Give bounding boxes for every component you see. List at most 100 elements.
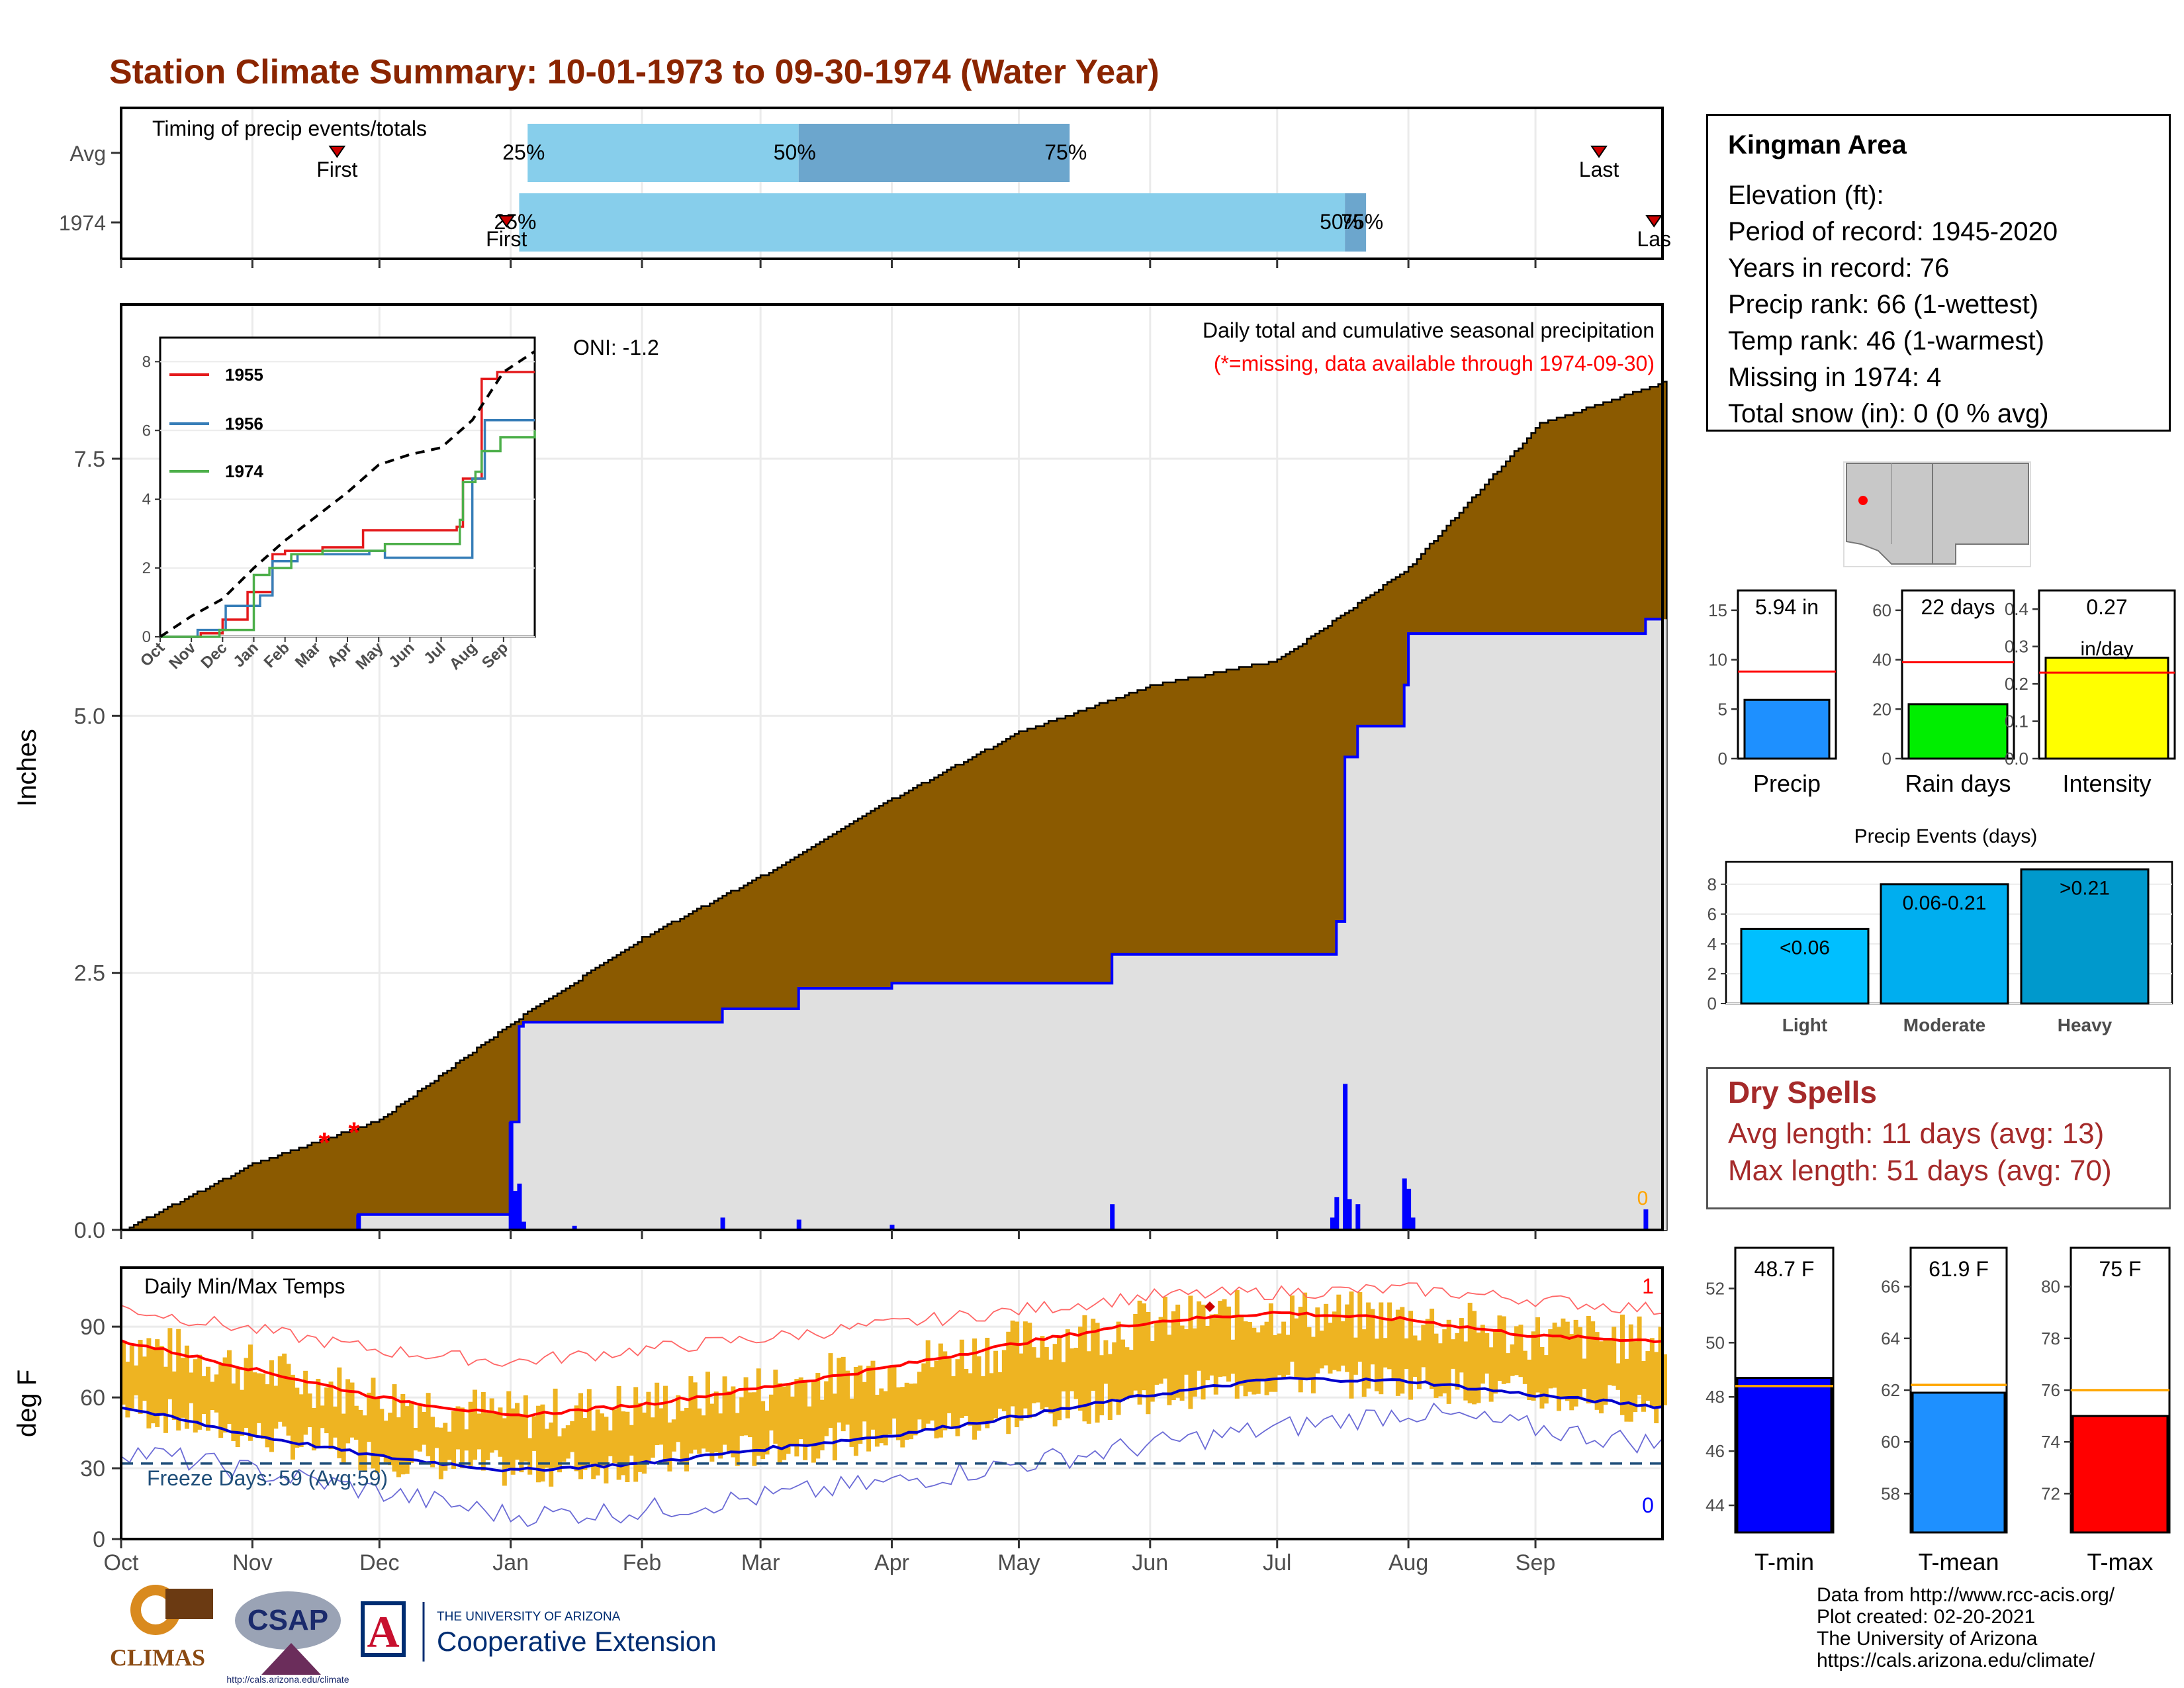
daily-temp-range-bar xyxy=(891,1365,897,1419)
daily-temp-range-bar xyxy=(972,1338,978,1440)
daily-temp-range-bar xyxy=(184,1345,189,1429)
legend-label: 1956 xyxy=(225,414,263,434)
daily-temp-range-bar xyxy=(841,1356,846,1432)
daily-temp-range-bar xyxy=(798,1377,803,1440)
daily-temp-range-bar xyxy=(1197,1301,1202,1371)
daily-precip-bar xyxy=(1347,1199,1352,1230)
events-title: Precip Events (days) xyxy=(1854,825,2038,847)
daily-temp-range-bar xyxy=(1493,1330,1498,1394)
daily-temp-range-bar xyxy=(1001,1350,1007,1411)
record-min-line xyxy=(120,1402,1663,1528)
daily-temp-range-bar xyxy=(1404,1338,1409,1369)
normal-max-line xyxy=(120,1311,1663,1418)
daily-temp-range-bar xyxy=(201,1376,206,1415)
daily-temp-range-bar xyxy=(1150,1341,1155,1402)
daily-temp-range-bar xyxy=(176,1329,181,1431)
event-bar xyxy=(1880,883,2009,1005)
station-missing: Missing in 1974: 4 xyxy=(1728,363,1942,392)
daily-temp-range-bar xyxy=(1531,1331,1536,1401)
daily-temp-range-bar xyxy=(1535,1317,1541,1393)
daily-temp-range-bar xyxy=(917,1372,922,1420)
daily-temp-range-bar xyxy=(1548,1329,1553,1389)
temp-bar xyxy=(2071,1415,2169,1534)
daily-temp-range-bar xyxy=(159,1346,164,1416)
daily-temp-range-bar xyxy=(1340,1321,1345,1366)
timing-25-label: 25% xyxy=(494,210,536,234)
daily-temp-range-bar xyxy=(138,1340,143,1414)
summary-value-label: 5.94 in xyxy=(1755,595,1819,619)
daily-temp-range-bar xyxy=(832,1393,837,1461)
daily-temp-range-bar xyxy=(1412,1335,1418,1377)
daily-temp-range-bar xyxy=(557,1436,563,1473)
daily-temp-range-bar xyxy=(447,1431,452,1460)
summary-value-label: 22 days xyxy=(1921,595,1995,619)
daily-temp-range-bar xyxy=(1142,1303,1146,1391)
daily-temp-range-bar xyxy=(874,1395,880,1447)
daily-temp-range-bar xyxy=(261,1374,266,1439)
daily-temp-range-bar xyxy=(235,1368,240,1447)
daily-temp-range-bar xyxy=(1247,1322,1252,1392)
daily-temp-range-bar xyxy=(142,1356,147,1401)
daily-temp-range-bar xyxy=(404,1406,410,1474)
daily-temp-range-bar xyxy=(222,1357,228,1433)
daily-temp-range-bar xyxy=(811,1382,816,1463)
events-y-tick-label: 0 xyxy=(1707,994,1717,1013)
daily-temp-range-bar xyxy=(1637,1316,1642,1395)
legend-label: 1974 xyxy=(225,461,263,481)
daily-temp-range-bar xyxy=(777,1383,782,1465)
ua-logo-big: Cooperative Extension xyxy=(437,1626,717,1657)
daily-temp-range-bar xyxy=(527,1438,533,1475)
inset-y-tick-label: 2 xyxy=(142,559,151,577)
daily-temp-range-bar xyxy=(1484,1333,1490,1374)
month-label: May xyxy=(997,1550,1040,1575)
timing-bar-25-50 xyxy=(519,193,1345,252)
daily-temp-range-bar xyxy=(680,1411,685,1465)
daily-temp-range-bar xyxy=(1345,1304,1350,1372)
timing-bar-50-75 xyxy=(1345,193,1367,252)
daily-temp-range-bar xyxy=(1416,1340,1422,1389)
daily-temp-range-bar xyxy=(1437,1343,1443,1397)
daily-temp-range-bar xyxy=(1183,1329,1189,1375)
daily-temp-range-bar xyxy=(1578,1327,1583,1398)
y-tick-label: 60 xyxy=(80,1385,105,1411)
daily-temp-range-bar xyxy=(1624,1358,1629,1422)
daily-temp-range-bar xyxy=(1230,1339,1236,1374)
month-label: Feb xyxy=(623,1550,662,1575)
daily-temp-range-bar xyxy=(1082,1315,1087,1422)
credit-line: Data from http://www.rcc-acis.org/ xyxy=(1817,1584,2115,1606)
daily-temp-range-bar xyxy=(641,1412,647,1474)
daily-temp-range-bar xyxy=(942,1351,948,1430)
daily-temp-range-bar xyxy=(443,1423,448,1471)
daily-temp-range-bar xyxy=(760,1401,766,1460)
daily-temp-range-bar xyxy=(756,1368,761,1456)
missing-marker: * xyxy=(319,1127,331,1159)
daily-temp-range-bar xyxy=(1455,1333,1460,1390)
daily-temp-range-bar xyxy=(993,1350,999,1419)
daily-temp-range-bar xyxy=(1040,1336,1045,1410)
precip-summary-bars: 0 5 10 15 5.94 in Precip 0 20 40 60 22 days Rain da… xyxy=(1708,589,2176,797)
daily-temp-range-bar xyxy=(1171,1311,1176,1401)
daily-temp-range-bar xyxy=(1209,1314,1214,1376)
daily-temp-range-bar xyxy=(523,1395,528,1462)
daily-temp-range-bar xyxy=(1590,1321,1596,1403)
daily-temp-range-bar xyxy=(1349,1291,1354,1399)
y-tick-label: 7.5 xyxy=(74,447,105,472)
dry-spells-avg: Avg length: 11 days (avg: 13) xyxy=(1728,1117,2105,1150)
month-label: Dec xyxy=(359,1550,399,1575)
daily-temp-range-bar xyxy=(1175,1304,1181,1398)
event-category-label: Light xyxy=(1782,1015,1827,1035)
temp-value-label: 48.7 F xyxy=(1754,1257,1815,1281)
daily-temp-range-bar xyxy=(332,1406,338,1438)
daily-temp-range-bar xyxy=(968,1373,973,1426)
daily-temp-range-bar xyxy=(747,1392,752,1438)
daily-temp-range-bar xyxy=(519,1415,524,1473)
daily-temp-range-bar xyxy=(1395,1309,1400,1396)
daily-temp-range-bar xyxy=(155,1339,160,1427)
record-max-line xyxy=(120,1282,1663,1367)
daily-precip-bar xyxy=(508,1121,514,1230)
daily-temp-range-bar xyxy=(1649,1338,1655,1407)
daily-temp-range-bar xyxy=(298,1394,304,1447)
last-event-label: Last xyxy=(1579,158,1619,181)
daily-temp-range-bar xyxy=(989,1373,994,1421)
daily-temp-range-bar xyxy=(367,1392,372,1442)
